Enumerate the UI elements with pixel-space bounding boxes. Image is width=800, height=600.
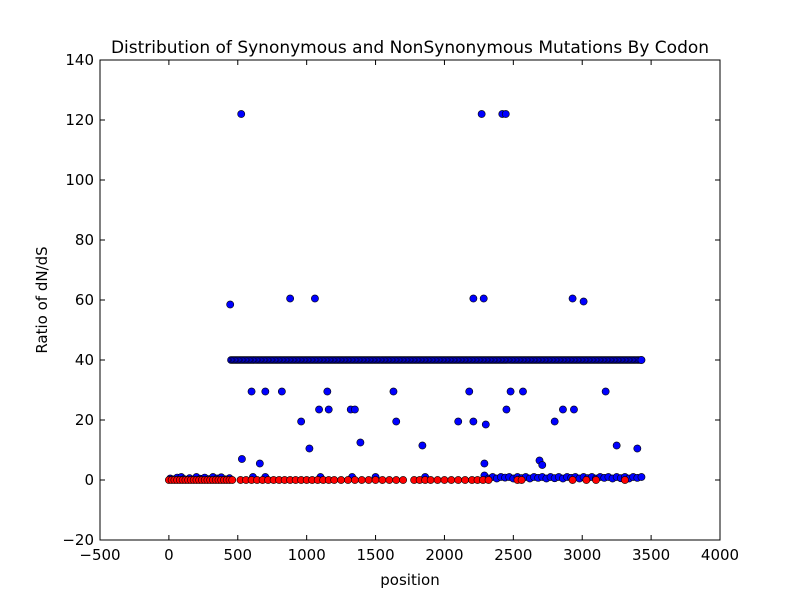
data-point [484, 476, 493, 484]
x-tick-label: −500 [79, 546, 120, 564]
data-point [344, 476, 352, 484]
data-point [237, 110, 246, 118]
y-tick-label: 20 [75, 411, 94, 429]
data-point [238, 455, 246, 463]
data-point [364, 476, 373, 484]
data-point [579, 297, 588, 306]
data-point [305, 444, 314, 453]
data-point [461, 476, 470, 484]
data-point [337, 476, 346, 484]
data-point [297, 417, 306, 426]
data-point [433, 476, 442, 484]
data-point [226, 300, 235, 309]
data-point [538, 461, 547, 469]
data-point [479, 294, 488, 303]
chart-title: Distribution of Synonymous and NonSynony… [111, 38, 709, 58]
data-point [633, 444, 642, 453]
data-point [440, 476, 449, 484]
data-point [517, 476, 526, 484]
data-point [447, 476, 456, 484]
data-point [392, 417, 401, 426]
x-tick-label: 3000 [563, 546, 601, 564]
axes: −500 0 500 1000 1500 2000 2500 3000 3500 4000 −20 0… [62, 51, 739, 564]
data-point [454, 476, 463, 484]
data-point [637, 356, 646, 364]
data-point [506, 387, 515, 396]
data-point [378, 476, 387, 484]
y-axis-label: Ratio of dN/dS [33, 246, 51, 353]
data-point [601, 387, 610, 396]
data-point [481, 420, 490, 429]
y-tick-label: 140 [65, 51, 94, 69]
data-point [371, 476, 380, 484]
data-point [501, 110, 510, 118]
y-tick-label: −20 [62, 531, 94, 549]
data-point [550, 417, 559, 426]
data-point [559, 405, 567, 414]
data-point [480, 459, 489, 468]
data-point [330, 476, 339, 484]
data-point [454, 417, 463, 426]
data-point [502, 405, 511, 414]
data-point [324, 405, 333, 414]
data-point [315, 405, 323, 414]
data-point [323, 387, 332, 396]
data-point [568, 294, 577, 303]
x-tick-label: 2500 [494, 546, 532, 564]
x-tick-label: 1000 [288, 546, 326, 564]
data-point [570, 405, 578, 414]
data-point [621, 476, 629, 484]
x-tick-label: 3500 [632, 546, 670, 564]
data-point [477, 110, 486, 118]
x-tick-label: 4000 [701, 546, 739, 564]
x-tick-label: 500 [223, 546, 252, 564]
x-tick-label: 2000 [425, 546, 463, 564]
data-point [228, 476, 237, 484]
data-point [286, 294, 295, 303]
data-point [311, 294, 319, 303]
data-point [519, 387, 527, 396]
data-point [350, 405, 359, 414]
data-point [465, 387, 474, 396]
data-point [255, 459, 264, 468]
x-axis-label: position [380, 571, 439, 589]
data-point [469, 417, 478, 426]
x-tick-label: 0 [164, 546, 174, 564]
x-tick-label: 1500 [356, 546, 394, 564]
data-point [612, 441, 621, 450]
data-points [164, 110, 646, 484]
data-point [418, 441, 427, 450]
y-tick-label: 100 [65, 171, 94, 189]
data-point [389, 387, 398, 396]
data-point [350, 476, 359, 484]
data-point [582, 476, 591, 484]
data-point [399, 476, 408, 484]
data-point [277, 387, 286, 396]
data-point [592, 476, 600, 484]
y-tick-label: 60 [75, 291, 94, 309]
data-point [392, 476, 401, 484]
data-point [357, 476, 366, 484]
y-tick-label: 120 [65, 111, 94, 129]
y-tick-label: 0 [84, 471, 94, 489]
data-point [568, 476, 577, 484]
data-point [261, 387, 270, 396]
data-point [356, 438, 365, 447]
y-tick-label: 40 [75, 351, 94, 369]
y-tick-label: 80 [75, 231, 94, 249]
data-point [637, 473, 646, 481]
data-point [247, 387, 256, 396]
data-point [385, 476, 394, 484]
data-point [426, 476, 435, 484]
data-point [469, 294, 478, 303]
